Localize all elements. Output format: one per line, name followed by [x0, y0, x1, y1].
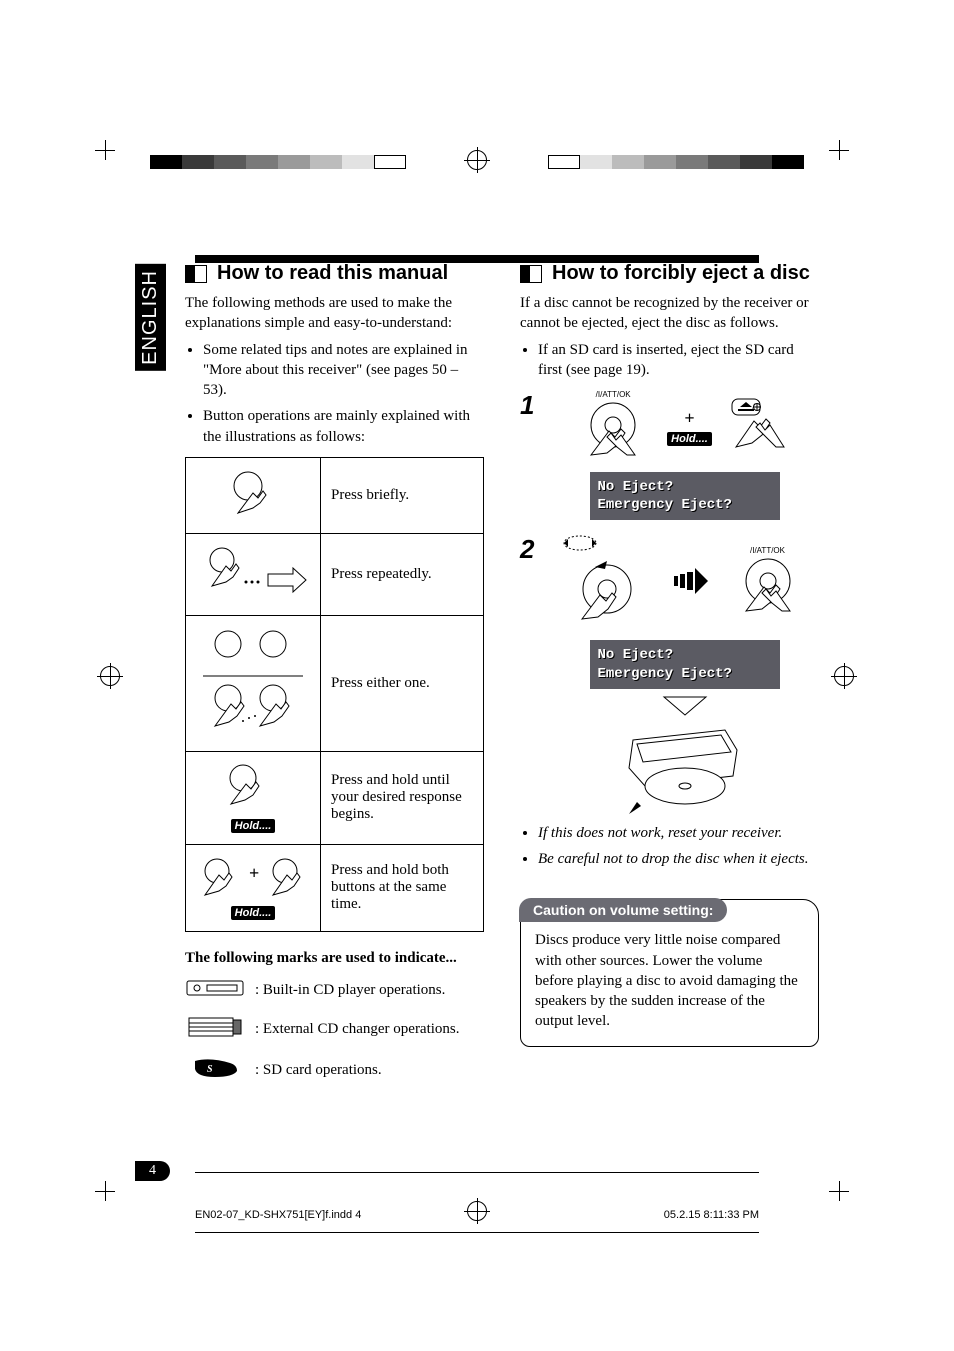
table-row: + Hold.... Press and hold both buttons a…: [186, 844, 484, 931]
display-line: No Eject?: [598, 646, 772, 664]
intro-text: The following methods are used to make t…: [185, 293, 484, 334]
registration-mark: [467, 150, 487, 170]
language-tab: ENGLISH: [135, 258, 185, 1181]
marks-intro: The following marks are used to indicate…: [185, 950, 484, 967]
op-desc: Press and hold until your desired respon…: [321, 751, 484, 844]
right-column: How to forcibly eject a disc If a disc c…: [520, 258, 819, 1181]
caution-title: Caution on volume setting:: [519, 898, 727, 922]
section-heading: How to read this manual: [185, 262, 484, 285]
op-desc: Press repeatedly.: [321, 533, 484, 615]
svg-text:+: +: [249, 863, 259, 883]
op-desc: Press briefly.: [321, 457, 484, 533]
section-heading: How to forcibly eject a disc: [520, 262, 819, 285]
press-either-icon: [186, 615, 321, 751]
content-area: ENGLISH How to read this manual The foll…: [135, 258, 819, 1181]
display-line: Emergency Eject?: [598, 496, 772, 514]
section-mark-icon: [185, 265, 207, 283]
table-row: Hold.... Press and hold until your desir…: [186, 751, 484, 844]
press-hold-both-icon: + Hold....: [186, 844, 321, 931]
step-number: 1: [520, 390, 540, 421]
mark-row: S : SD card operations.: [185, 1055, 484, 1086]
op-desc: Press and hold both buttons at the same …: [321, 844, 484, 931]
bullet-item: Button operations are mainly explained w…: [203, 406, 484, 447]
note-item: Be careful not to drop the disc when it …: [538, 849, 819, 869]
registration-mark: [834, 666, 854, 686]
bullet-item: If an SD card is inserted, eject the SD …: [538, 340, 819, 381]
arrow-right-icon: [672, 566, 708, 601]
section-mark-icon: [520, 265, 542, 283]
lcd-display: No Eject? Emergency Eject?: [590, 472, 780, 520]
press-repeatedly-icon: [186, 533, 321, 615]
intro-text: If a disc cannot be recognized by the re…: [520, 293, 819, 334]
mark-label: : Built-in CD player operations.: [255, 982, 445, 999]
att-ok-label: /I/ATT/OK: [728, 546, 808, 555]
crop-mark: [95, 140, 125, 170]
language-label: ENGLISH: [135, 264, 166, 371]
press-briefly-icon: [186, 457, 321, 533]
step: 2: [520, 534, 819, 822]
hold-label: Hold....: [667, 432, 712, 446]
footer-meta: EN02-07_KD-SHX751[EY]f.indd 4 05.2.15 8:…: [195, 1209, 759, 1221]
hold-label: Hold....: [231, 906, 276, 920]
page-number: 4: [135, 1161, 170, 1181]
eject-button-icon: /: [726, 395, 796, 460]
caution-box: Caution on volume setting: Discs produce…: [520, 899, 819, 1046]
table-row: Press either one.: [186, 615, 484, 751]
registration-mark: [100, 666, 120, 686]
knob-press-icon: /I/ATT/OK: [728, 546, 808, 620]
bullet-item: Some related tips and notes are explaine…: [203, 340, 484, 401]
caution-body: Discs produce very little noise compared…: [535, 930, 804, 1031]
disc-eject-illustration: [550, 728, 819, 823]
knob-rotate-icon: [562, 534, 652, 632]
heading-text: How to forcibly eject a disc: [552, 262, 810, 285]
cd-player-icon: [185, 977, 245, 1004]
bullet-list: If an SD card is inserted, eject the SD …: [520, 340, 819, 381]
heading-text: How to read this manual: [217, 262, 448, 285]
mark-row: : Built-in CD player operations.: [185, 977, 484, 1004]
lcd-display: No Eject? Emergency Eject?: [590, 640, 780, 688]
att-ok-label: /I/ATT/OK: [573, 390, 653, 399]
notes-list: If this does not work, reset your receiv…: [520, 823, 819, 870]
footer-rule: [195, 1172, 759, 1173]
table-row: Press repeatedly.: [186, 533, 484, 615]
page-number-text: 4: [149, 1163, 156, 1178]
arrow-down-icon: [550, 695, 819, 722]
crop-mark: [829, 140, 859, 170]
press-hold-icon: Hold....: [186, 751, 321, 844]
hold-label: Hold....: [231, 819, 276, 833]
note-item: If this does not work, reset your receiv…: [538, 823, 819, 843]
footer-file: EN02-07_KD-SHX751[EY]f.indd 4: [195, 1209, 361, 1221]
mark-row: : External CD changer operations.: [185, 1014, 484, 1045]
footer-timestamp: 05.2.15 8:11:33 PM: [664, 1209, 759, 1221]
crop-mark: [95, 1181, 125, 1211]
color-bar: [548, 155, 804, 169]
knob-press-icon: /I/ATT/OK: [573, 390, 653, 464]
page: ENGLISH How to read this manual The foll…: [0, 0, 954, 1351]
op-desc: Press either one.: [321, 615, 484, 751]
meta-rule: [195, 1232, 759, 1233]
step: 1 /I/ATT/OK: [520, 390, 819, 524]
table-row: Press briefly.: [186, 457, 484, 533]
sd-card-icon: S: [185, 1055, 245, 1086]
display-line: No Eject?: [598, 478, 772, 496]
mark-label: : External CD changer operations.: [255, 1021, 460, 1038]
step-number: 2: [520, 534, 540, 565]
mark-label: : SD card operations.: [255, 1062, 382, 1079]
cd-changer-icon: [185, 1014, 245, 1045]
operations-table: Press briefly. Press repeatedly.: [185, 457, 484, 932]
crop-mark: [829, 1181, 859, 1211]
display-line: Emergency Eject?: [598, 665, 772, 683]
bullet-list: Some related tips and notes are explaine…: [185, 340, 484, 447]
svg-text:S: S: [207, 1064, 213, 1075]
left-column: How to read this manual The following me…: [185, 258, 484, 1181]
color-bar: [150, 155, 406, 169]
plus-symbol: +: [684, 408, 694, 428]
